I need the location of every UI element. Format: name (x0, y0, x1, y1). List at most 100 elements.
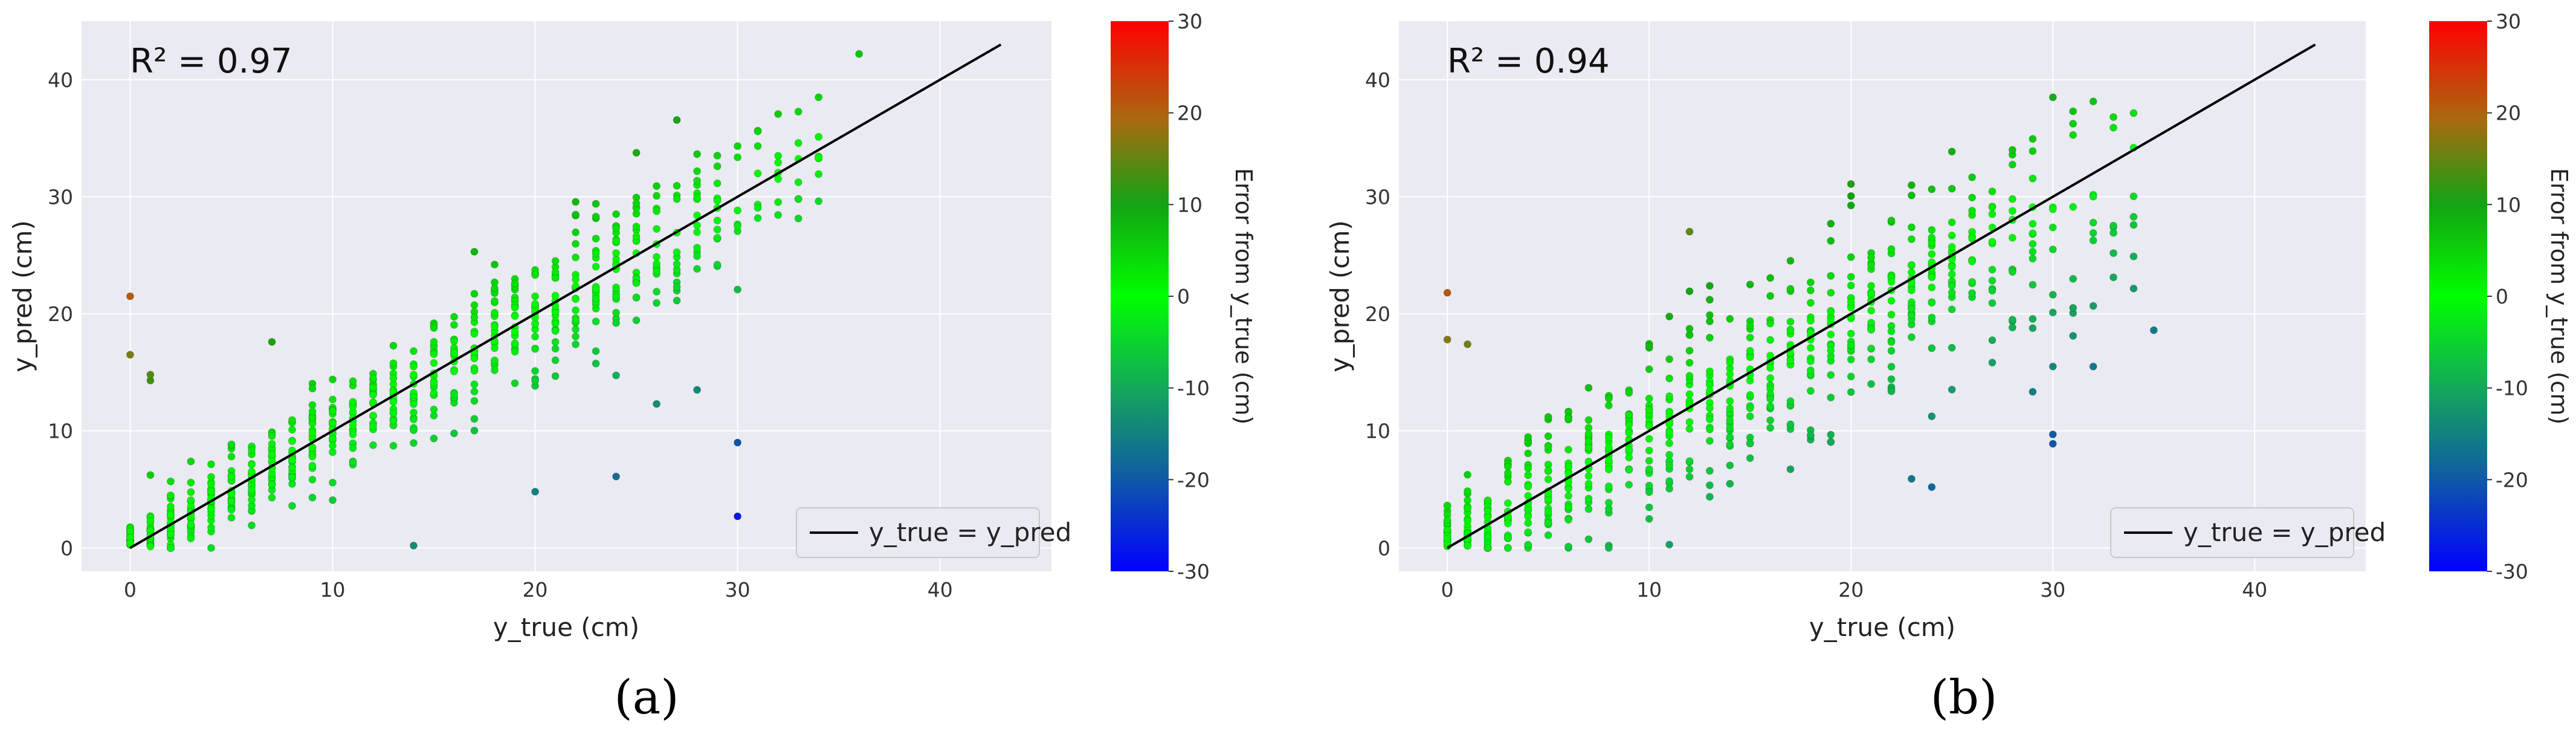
scatter-point (2048, 245, 2057, 253)
scatter-point (1705, 296, 1714, 304)
scatter-point (815, 154, 823, 162)
scatter-point (389, 417, 398, 425)
scatter-point (693, 221, 702, 230)
scatter-point (1907, 333, 1916, 342)
scatter-point (551, 356, 560, 365)
scatter-point (572, 316, 580, 324)
scatter-point (166, 511, 175, 519)
scatter-point (329, 419, 337, 427)
scatter-point (612, 293, 621, 301)
scatter-point (632, 199, 641, 207)
scatter-point (1988, 210, 1997, 218)
scatter-point (470, 397, 479, 405)
scatter-point (1645, 481, 1653, 490)
scatter-point (1766, 292, 1775, 300)
scatter-point (1645, 446, 1653, 455)
y-tick-label: 40 (1365, 68, 1390, 92)
scatter-point (612, 249, 621, 258)
scatter-point (1766, 395, 1775, 403)
scatter-point (207, 460, 215, 469)
scatter-point (1726, 370, 1734, 378)
scatter-point (815, 170, 823, 178)
scatter-point (288, 464, 296, 472)
scatter-point (1827, 330, 1835, 339)
scatter-point (1806, 343, 1815, 352)
scatter-point (1464, 487, 1472, 495)
scatter-point (2048, 430, 2057, 438)
scatter-point (1887, 297, 1896, 305)
scatter-point (713, 216, 721, 225)
scatter-point (187, 488, 195, 496)
scatter-point (632, 222, 641, 231)
scatter-point (2029, 324, 2037, 333)
scatter-point (1948, 270, 1956, 279)
scatter-point (1584, 429, 1593, 438)
colorbar-tick-label: -10 (2496, 377, 2528, 400)
scatter-point (470, 290, 479, 298)
scatter-point (1827, 371, 1835, 379)
scatter-point (815, 93, 823, 102)
scatter-point (1847, 273, 1855, 281)
colorbar-tick-label: 30 (2496, 10, 2521, 33)
x-tick-label: 10 (320, 578, 345, 602)
scatter-point (1867, 307, 1876, 315)
scatter-point (1544, 413, 1552, 421)
scatter-point (1503, 478, 1512, 486)
scatter-point (1928, 299, 1936, 307)
x-axis-label: y_true (cm) (1809, 612, 1955, 642)
scatter-point (754, 127, 762, 135)
scatter-point (389, 398, 398, 406)
scatter-point (1464, 504, 1472, 512)
scatter-point (268, 338, 276, 346)
scatter-point (410, 400, 418, 408)
scatter-point (248, 496, 256, 504)
scatter-point (2048, 205, 2057, 213)
y-tick-label: 30 (48, 185, 73, 209)
scatter-point (470, 415, 479, 423)
scatter-point (1948, 184, 1956, 193)
scatter-point (1544, 508, 1552, 516)
scatter-point (1645, 394, 1653, 403)
scatter-point (632, 316, 641, 325)
x-tick-labels: 0 10 20 30 40 (1441, 578, 2268, 602)
scatter-point (1685, 390, 1694, 398)
scatter-point (2008, 316, 2016, 324)
scatter-point (1766, 416, 1775, 424)
scatter-point (511, 328, 519, 336)
panel-caption: (b) (1931, 670, 1998, 725)
scatter-point (1726, 314, 1734, 323)
scatter-point (1464, 517, 1472, 525)
scatter-point (1564, 414, 1573, 423)
scatter-point (1524, 471, 1532, 479)
scatter-point (410, 408, 418, 417)
scatter-point (1584, 416, 1593, 424)
scatter-point (1685, 465, 1694, 473)
scatter-point (207, 544, 215, 552)
x-tick-label: 10 (1636, 578, 1662, 602)
scatter-point (1584, 505, 1593, 513)
scatter-point (166, 530, 175, 539)
scatter-point (1564, 446, 1573, 454)
scatter-point (2110, 221, 2117, 230)
scatter-point (1887, 216, 1896, 225)
scatter-point (673, 283, 681, 291)
scatter-point (2029, 315, 2037, 323)
scatter-point (713, 151, 721, 160)
scatter-point (1544, 475, 1552, 484)
scatter-point (2008, 207, 2016, 215)
scatter-point (815, 197, 823, 206)
scatter-point (693, 193, 702, 202)
scatter-point (329, 496, 337, 504)
scatter-point (1483, 496, 1492, 505)
colorbar-label: Error from y_true (cm) (1230, 168, 1257, 424)
scatter-point (693, 386, 702, 394)
scatter-point (1726, 397, 1734, 405)
scatter-point (2048, 308, 2057, 317)
scatter-point (1443, 516, 1451, 524)
scatter-point (1524, 528, 1532, 536)
scatter-point (551, 291, 560, 300)
panel-caption: (a) (614, 670, 679, 725)
scatter-point (572, 228, 580, 236)
scatter-point (1726, 416, 1734, 424)
scatter-point (1604, 482, 1613, 490)
